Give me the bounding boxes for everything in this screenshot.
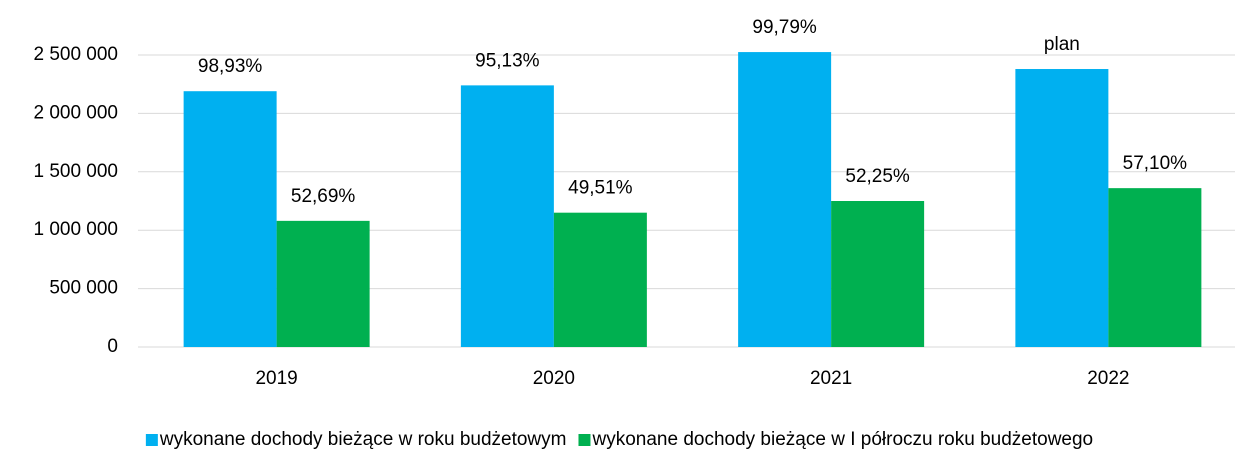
bar bbox=[183, 91, 277, 347]
data-label: 99,79% bbox=[752, 17, 817, 38]
x-tick-label: 2022 bbox=[1087, 368, 1129, 389]
y-tick-label: 2 500 000 bbox=[33, 44, 118, 65]
x-tick-label: 2019 bbox=[255, 368, 297, 389]
data-label: 49,51% bbox=[568, 178, 633, 199]
y-tick-label: 0 bbox=[107, 336, 118, 357]
data-label: 95,13% bbox=[475, 50, 540, 71]
y-tick-label: 2 000 000 bbox=[33, 102, 118, 123]
y-tick-label: 1 500 000 bbox=[33, 161, 118, 182]
x-tick-label: 2021 bbox=[810, 368, 852, 389]
data-label: 57,10% bbox=[1123, 153, 1188, 174]
legend-swatch bbox=[145, 434, 158, 446]
bar bbox=[553, 212, 647, 347]
y-tick-label: 500 000 bbox=[49, 278, 118, 299]
bar bbox=[1015, 69, 1109, 348]
y-tick-label: 1 000 000 bbox=[33, 219, 118, 240]
legend-label: wykonane dochody bieżące w I półroczu ro… bbox=[591, 429, 1093, 450]
x-tick-label: 2020 bbox=[533, 368, 575, 389]
data-label: 52,25% bbox=[845, 166, 910, 187]
legend-label: wykonane dochody bieżące w roku budżetow… bbox=[159, 429, 567, 450]
bar bbox=[831, 201, 925, 347]
legend-swatch bbox=[578, 434, 591, 446]
bar bbox=[1108, 188, 1202, 347]
data-label: 98,93% bbox=[198, 56, 263, 77]
bar bbox=[276, 220, 370, 347]
data-label: plan bbox=[1044, 34, 1080, 55]
bar bbox=[460, 85, 554, 348]
bar bbox=[738, 52, 832, 348]
legend: wykonane dochody bieżące w roku budżetow… bbox=[145, 429, 1093, 450]
data-label: 52,69% bbox=[291, 186, 356, 207]
